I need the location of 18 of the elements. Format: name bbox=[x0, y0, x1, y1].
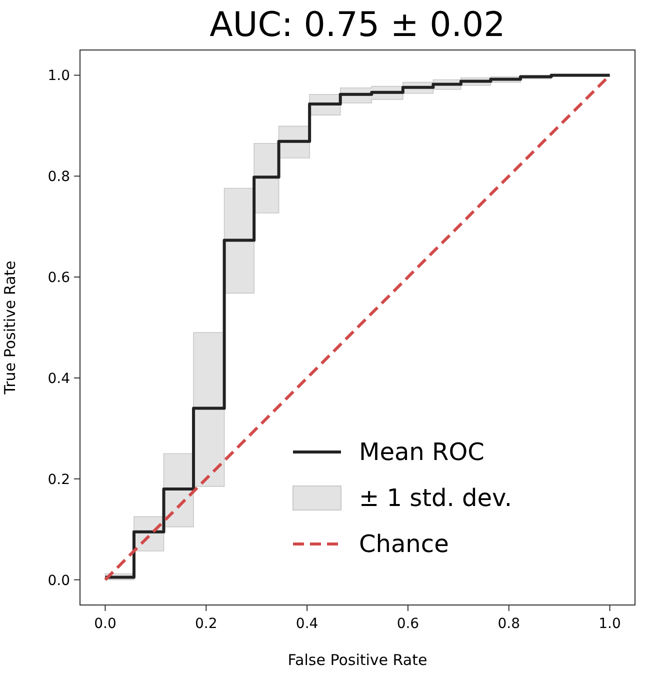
legend-label: Chance bbox=[359, 530, 449, 558]
x-tick-label: 0.2 bbox=[195, 616, 218, 632]
y-tick-label: 0.6 bbox=[48, 270, 70, 286]
chart-title: AUC: 0.75 ± 0.02 bbox=[210, 5, 506, 45]
y-tick-label: 0.0 bbox=[48, 572, 70, 589]
y-tick-label: 0.4 bbox=[48, 370, 70, 387]
annotation: ± 1 std. dev. bbox=[359, 484, 512, 512]
y-tick-label: 0.8 bbox=[48, 169, 70, 186]
x-tick-label: 0.0 bbox=[94, 616, 116, 632]
x-tick-label: 0.4 bbox=[296, 616, 318, 632]
x-tick-label: 1.0 bbox=[598, 616, 621, 632]
y-axis-title: True Positive Rate bbox=[1, 260, 19, 396]
legend-label: Mean ROC bbox=[359, 438, 484, 466]
x-axis-title: False Positive Rate bbox=[288, 651, 428, 669]
x-tick-label: 0.6 bbox=[396, 616, 420, 632]
y-tick-label: 0.2 bbox=[48, 472, 70, 488]
x-tick-label: 0.8 bbox=[498, 616, 520, 632]
y-tick-label: 1.0 bbox=[48, 68, 70, 84]
